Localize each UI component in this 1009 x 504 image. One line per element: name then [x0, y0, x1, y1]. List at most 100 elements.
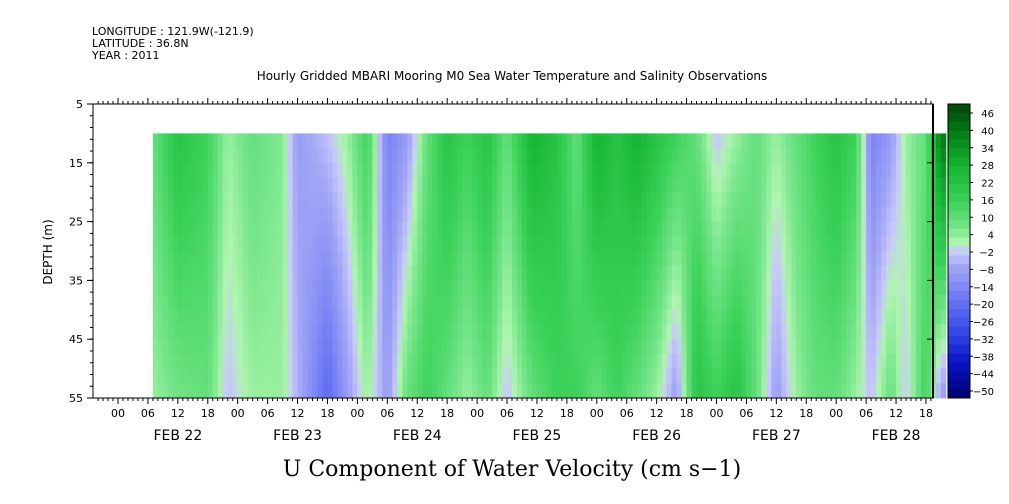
heatmap-cell — [861, 280, 867, 296]
heatmap-cell — [831, 383, 837, 399]
heatmap-cell — [641, 295, 648, 311]
heatmap-cell — [636, 353, 643, 369]
heatmap-cell — [247, 236, 254, 252]
heatmap-cell — [686, 133, 692, 149]
heatmap-cell — [746, 206, 752, 222]
heatmap-cell — [666, 368, 673, 384]
heatmap-cell — [896, 236, 902, 252]
heatmap-cell — [856, 133, 862, 149]
heatmap-cell — [477, 339, 483, 355]
heatmap-cell — [731, 265, 737, 281]
heatmap-cell — [162, 251, 169, 267]
heatmap-cell — [736, 265, 742, 281]
heatmap-cell — [402, 280, 408, 296]
heatmap-cell — [402, 148, 408, 164]
heatmap-cell — [656, 206, 663, 222]
heatmap-cell — [856, 148, 862, 164]
heatmap-cell — [691, 368, 697, 384]
heatmap-cell — [432, 221, 438, 237]
heatmap-cell — [352, 265, 358, 281]
heatmap-cell — [916, 295, 922, 311]
heatmap-cell — [292, 339, 298, 355]
heatmap-cell — [716, 353, 722, 369]
heatmap-cell — [267, 309, 274, 325]
heatmap-cell — [197, 295, 204, 311]
heatmap-cell — [826, 162, 832, 178]
heatmap-cell — [377, 309, 383, 325]
heatmap-cell — [172, 221, 179, 237]
heatmap-cell — [831, 368, 837, 384]
heatmap-cell — [477, 133, 483, 149]
heatmap-cell — [337, 368, 343, 384]
heatmap-cell — [791, 309, 797, 325]
heatmap-cell — [377, 192, 383, 208]
heatmap-cell — [162, 148, 169, 164]
heatmap-cell — [472, 148, 478, 164]
heatmap-cell — [851, 133, 857, 149]
heatmap-cell — [526, 221, 533, 237]
heatmap-cell — [716, 177, 722, 193]
heatmap-cell — [711, 280, 717, 296]
heatmap-cell — [227, 324, 234, 340]
heatmap-cell — [901, 353, 907, 369]
heatmap-cell — [731, 280, 737, 296]
heatmap-cell — [157, 280, 164, 296]
heatmap-cell — [227, 251, 234, 267]
heatmap-cell — [347, 309, 353, 325]
heatmap-cell — [801, 368, 807, 384]
heatmap-cell — [886, 206, 892, 222]
heatmap-cell — [821, 236, 827, 252]
heatmap-cell — [891, 309, 897, 325]
heatmap-cell — [651, 383, 658, 399]
heatmap-cell — [232, 309, 239, 325]
heatmap-cell — [851, 309, 857, 325]
heatmap-cell — [796, 383, 802, 399]
x-hour-label: 18 — [680, 407, 694, 420]
heatmap-cell — [292, 221, 298, 237]
heatmap-cell — [482, 353, 488, 369]
heatmap-cell — [711, 221, 717, 237]
heatmap-cell — [442, 324, 448, 340]
heatmap-cell — [277, 221, 283, 237]
heatmap-cell — [546, 192, 553, 208]
x-hour-label: 00 — [590, 407, 604, 420]
heatmap-cell — [502, 295, 508, 311]
heatmap-cell — [367, 309, 373, 325]
heatmap-cell — [881, 177, 887, 193]
heatmap-cell — [352, 236, 358, 252]
heatmap-cell — [417, 265, 423, 281]
heatmap-cell — [836, 148, 842, 164]
heatmap-cell — [262, 368, 269, 384]
heatmap-cell — [492, 265, 498, 281]
heatmap-cell — [786, 383, 792, 399]
heatmap-cell — [846, 148, 852, 164]
heatmap-cell — [691, 221, 697, 237]
heatmap-cell — [387, 339, 393, 355]
heatmap-cell — [581, 383, 588, 399]
heatmap-cell — [267, 324, 274, 340]
heatmap-cell — [831, 295, 837, 311]
heatmap-cell — [517, 192, 523, 208]
heatmap-cell — [681, 353, 687, 369]
heatmap-cell — [497, 236, 503, 252]
heatmap-cell — [831, 251, 837, 267]
heatmap-cell — [861, 133, 867, 149]
heatmap-cell — [322, 324, 328, 340]
heatmap-cell — [911, 133, 917, 149]
heatmap-cell — [751, 221, 757, 237]
heatmap-cell — [267, 192, 274, 208]
heatmap-cell — [606, 251, 613, 267]
heatmap-cell — [267, 383, 274, 399]
heatmap-cell — [342, 133, 348, 149]
heatmap-cell — [906, 339, 912, 355]
heatmap-cell — [157, 236, 164, 252]
heatmap-cell — [407, 251, 413, 267]
heatmap-cell — [701, 148, 707, 164]
heatmap-cell — [836, 353, 842, 369]
heatmap-cell — [676, 133, 682, 149]
heatmap-cell — [776, 236, 782, 252]
heatmap-cell — [791, 221, 797, 237]
heatmap-cell — [322, 251, 328, 267]
heatmap-cell — [322, 162, 328, 178]
heatmap-cell — [187, 383, 194, 399]
